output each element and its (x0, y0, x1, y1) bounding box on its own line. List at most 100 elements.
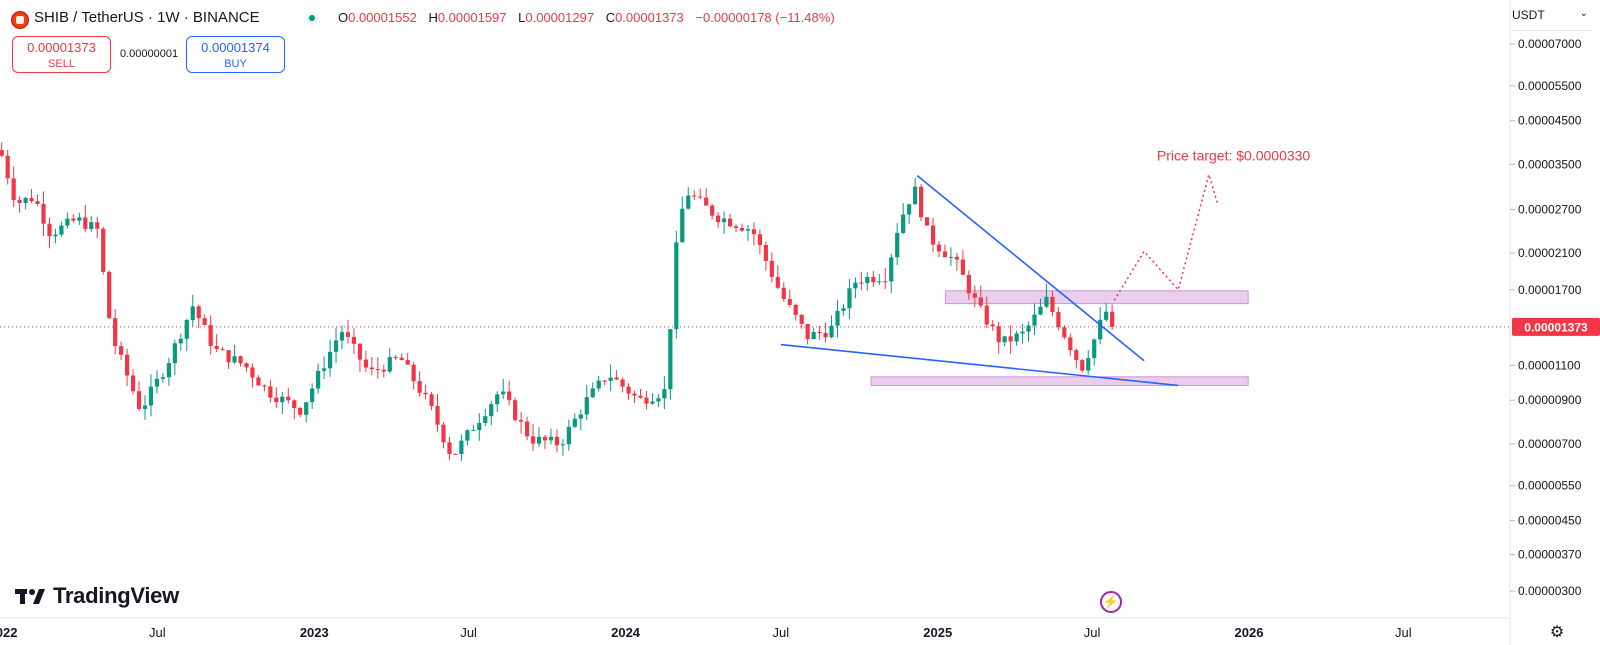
candle-body (381, 369, 386, 372)
candle-body (244, 363, 249, 368)
candle-body (1032, 314, 1037, 326)
candle-body (1080, 360, 1085, 371)
candle-body (113, 318, 118, 347)
candle-body (829, 325, 834, 338)
candle-body (321, 368, 327, 371)
status-dot-icon[interactable] (306, 12, 318, 24)
candle-body (1104, 311, 1109, 320)
candle-body (841, 308, 846, 311)
candle-body (871, 276, 876, 283)
candle-body (1008, 336, 1013, 342)
candle-body (423, 392, 428, 395)
x-tick-label: 2025 (923, 625, 952, 640)
candle-body (23, 198, 28, 204)
candle-body (11, 178, 16, 200)
close-value: 0.00001373 (615, 10, 684, 25)
buy-price: 0.00001374 (201, 40, 270, 55)
candle-body (1050, 296, 1055, 312)
candle-body (1074, 350, 1079, 361)
candle-body (847, 288, 852, 309)
candle-body (727, 218, 733, 227)
candle-body (1068, 337, 1073, 351)
x-tick-label: Jul (460, 625, 477, 640)
sell-label: SELL (48, 58, 75, 70)
currency-selector[interactable]: USDT ⌄ (1512, 8, 1592, 31)
candle-body (53, 234, 58, 237)
candle-body (924, 217, 930, 226)
buy-button[interactable]: 0.00001374 BUY (186, 36, 285, 73)
candle-body (286, 396, 291, 401)
y-tick-label: 0.00007000 (1518, 37, 1582, 51)
candle-body (596, 380, 601, 389)
candle-body (608, 377, 613, 381)
candle-body (202, 318, 207, 325)
candle-body (256, 377, 261, 386)
candle-body (1110, 311, 1115, 327)
candle-body (411, 364, 416, 382)
candle-body (739, 227, 745, 231)
tradingview-logo-icon (15, 589, 45, 604)
y-tick-label: 0.00004500 (1518, 114, 1582, 128)
candle-body (644, 397, 649, 404)
candle-body (393, 357, 398, 359)
bolt-icon[interactable]: ⚡ (1100, 591, 1122, 613)
candle-body (333, 340, 339, 352)
candle-body (507, 391, 512, 401)
candle-body (95, 222, 100, 229)
candle-body (124, 354, 130, 376)
candle-body (650, 401, 655, 404)
candle-body (214, 345, 219, 350)
settings-icon[interactable]: ⚙ (1549, 624, 1565, 641)
candle-body (542, 436, 548, 441)
candle-body (536, 436, 542, 444)
current-price-tag-label: 0.00001373 (1524, 320, 1588, 334)
candle-body (35, 201, 40, 204)
brand-name: TradingView (53, 583, 179, 608)
low-value: 0.00001297 (525, 10, 595, 25)
candle-body (835, 310, 840, 326)
candle-body (465, 430, 470, 441)
candle-body (751, 229, 757, 235)
candle-body (107, 271, 112, 319)
candle-body (1038, 306, 1043, 315)
candle-body (1020, 331, 1025, 334)
y-tick-label: 0.00002700 (1518, 202, 1582, 216)
support-resistance-zone (944, 290, 1249, 305)
y-tick-label: 0.00001100 (1518, 358, 1581, 372)
candle-body (513, 400, 518, 421)
candle-body (674, 242, 679, 330)
candle-body (775, 276, 780, 288)
candle-body (327, 351, 333, 369)
candle-body (357, 343, 363, 360)
candle-body (184, 319, 189, 339)
candle-body (984, 305, 989, 325)
candle-body (148, 386, 154, 406)
candle-body (865, 276, 870, 284)
candle-body (1062, 327, 1067, 338)
candle-body (530, 436, 536, 444)
candle-body (166, 363, 171, 378)
candle-body (280, 396, 285, 403)
candle-body (877, 281, 882, 283)
candle-body (793, 304, 798, 315)
candle-body (614, 377, 619, 380)
projection-path (1113, 171, 1219, 301)
candle-body (745, 229, 751, 231)
candle-body (978, 297, 983, 306)
candle-body (716, 215, 721, 223)
spread-value: 0.00000001 (120, 48, 179, 60)
symbol-title[interactable]: SHIB / TetherUS · 1W · BINANCE (34, 8, 260, 26)
candle-body (250, 367, 255, 378)
candle-body (429, 394, 434, 407)
candle-body (960, 259, 965, 275)
candle-body (1056, 311, 1061, 328)
candle-body (901, 214, 906, 233)
low-key: L (518, 10, 526, 25)
candle-body (208, 324, 213, 346)
sell-button[interactable]: 0.00001373 SELL (12, 36, 111, 73)
candle-body (310, 388, 315, 403)
open-key: O (338, 10, 349, 25)
tradingview-logo[interactable]: TradingView (15, 583, 179, 609)
chart-header: SHIB / TetherUS · 1W · BINANCE (0, 0, 260, 34)
